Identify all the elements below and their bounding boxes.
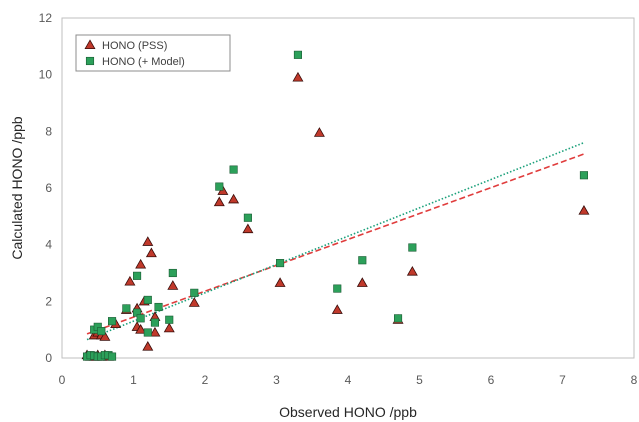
data-point bbox=[188, 297, 200, 307]
data-point bbox=[190, 288, 199, 297]
data-point bbox=[213, 196, 225, 207]
plot-frame bbox=[61, 17, 635, 359]
trendline bbox=[86, 153, 585, 335]
data-point bbox=[168, 268, 177, 278]
legend-marker bbox=[84, 39, 96, 49]
x-axis-ticks: 0 1 2 3 4 5 6 7 8 bbox=[59, 373, 638, 387]
data-point bbox=[167, 280, 179, 290]
data-point bbox=[145, 247, 157, 258]
x-tick-label: 0 bbox=[59, 373, 66, 387]
x-tick-label: 1 bbox=[130, 373, 137, 387]
trendline bbox=[86, 141, 585, 341]
y-tick-label: 2 bbox=[45, 294, 52, 308]
data-point bbox=[136, 314, 145, 323]
data-point bbox=[165, 315, 174, 324]
x-tick-label: 4 bbox=[345, 373, 352, 387]
data-point bbox=[406, 265, 418, 276]
data-point bbox=[292, 71, 304, 82]
x-tick-label: 2 bbox=[202, 373, 209, 387]
y-axis-ticks: 0 2 4 6 8 10 12 bbox=[39, 11, 53, 365]
data-point bbox=[243, 213, 252, 222]
data-point bbox=[149, 326, 161, 337]
legend-label: HONO (PSS) bbox=[102, 40, 167, 52]
legend-box bbox=[75, 34, 231, 72]
data-point bbox=[142, 341, 154, 351]
data-point bbox=[331, 304, 343, 314]
series-model bbox=[82, 50, 589, 361]
data-point bbox=[276, 259, 285, 268]
data-point bbox=[135, 258, 147, 269]
data-point bbox=[143, 328, 152, 337]
legend: HONO (PSS) HONO (+ Model) bbox=[75, 34, 231, 72]
data-point bbox=[154, 302, 163, 312]
data-point bbox=[143, 295, 152, 304]
data-point bbox=[215, 182, 224, 191]
data-point bbox=[229, 165, 238, 174]
data-point bbox=[163, 322, 175, 333]
data-point bbox=[408, 243, 417, 252]
data-point bbox=[578, 205, 590, 215]
data-point bbox=[97, 327, 106, 336]
data-point bbox=[124, 275, 136, 286]
data-points bbox=[81, 50, 590, 361]
data-point bbox=[356, 277, 368, 287]
data-point bbox=[135, 324, 147, 334]
data-point bbox=[108, 352, 117, 361]
series-pss bbox=[81, 71, 590, 361]
plot-axes bbox=[61, 17, 635, 359]
y-tick-label: 4 bbox=[45, 238, 52, 252]
data-point bbox=[579, 171, 589, 180]
data-point bbox=[293, 50, 303, 59]
x-tick-label: 8 bbox=[631, 373, 638, 387]
data-point bbox=[274, 277, 286, 287]
y-tick-label: 12 bbox=[39, 11, 53, 25]
x-tick-label: 6 bbox=[488, 373, 495, 387]
y-tick-label: 0 bbox=[45, 351, 52, 365]
data-point bbox=[108, 317, 117, 326]
x-tick-label: 5 bbox=[416, 373, 423, 387]
y-tick-label: 8 bbox=[45, 124, 52, 138]
data-point bbox=[333, 284, 342, 293]
y-axis-title: Calculated HONO /ppb bbox=[9, 116, 25, 259]
data-point bbox=[242, 223, 254, 234]
data-point bbox=[393, 314, 403, 323]
trendlines bbox=[86, 141, 585, 341]
y-tick-label: 6 bbox=[45, 181, 52, 195]
data-point bbox=[150, 318, 159, 327]
x-axis-title: Observed HONO /ppb bbox=[279, 404, 417, 420]
data-point bbox=[358, 256, 367, 265]
x-tick-label: 3 bbox=[273, 373, 280, 387]
data-point bbox=[99, 331, 111, 341]
data-point bbox=[313, 127, 325, 137]
data-point bbox=[228, 193, 240, 204]
data-point bbox=[142, 236, 154, 246]
legend-label: HONO (+ Model) bbox=[102, 56, 185, 68]
x-tick-label: 7 bbox=[559, 373, 566, 387]
data-point bbox=[133, 271, 142, 280]
legend-marker bbox=[85, 56, 95, 66]
y-tick-label: 10 bbox=[39, 68, 53, 82]
data-point bbox=[122, 304, 131, 313]
